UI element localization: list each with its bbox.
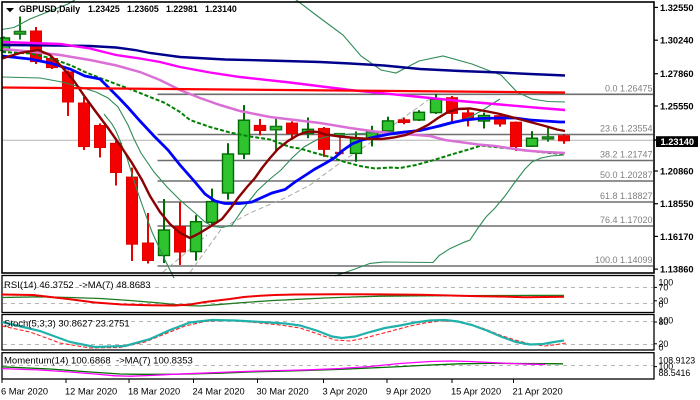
- svg-text:80: 80: [659, 317, 669, 327]
- svg-text:1.23140: 1.23140: [661, 137, 695, 147]
- svg-text:1.27860: 1.27860: [660, 69, 694, 79]
- svg-text:6 Mar 2020: 6 Mar 2020: [1, 386, 48, 396]
- svg-text:1.16170: 1.16170: [660, 232, 694, 242]
- svg-text:1.13860: 1.13860: [660, 265, 694, 275]
- svg-text:24 Mar 2020: 24 Mar 2020: [193, 386, 245, 396]
- svg-text:50.0 1.20287: 50.0 1.20287: [600, 170, 653, 180]
- svg-text:108.9123: 108.9123: [659, 356, 696, 366]
- svg-text:88.5416: 88.5416: [659, 368, 691, 378]
- svg-text:1.30240: 1.30240: [660, 36, 694, 46]
- svg-text:1.25550: 1.25550: [660, 101, 694, 111]
- svg-text:61.8 1.18827: 61.8 1.18827: [600, 191, 653, 201]
- svg-text:1.32550: 1.32550: [660, 3, 694, 13]
- svg-text:RSI(14) 46.3752 ->MA(7) 48.86: RSI(14) 46.3752 ->MA(7) 48.8683: [4, 280, 151, 291]
- svg-text:23.6 1.23554: 23.6 1.23554: [600, 124, 653, 134]
- svg-text:0: 0: [659, 343, 664, 353]
- svg-text:1.23605: 1.23605: [127, 4, 159, 14]
- svg-text:12 Mar 2020: 12 Mar 2020: [65, 386, 117, 396]
- svg-text:0.0 1.26475: 0.0 1.26475: [605, 84, 653, 94]
- svg-text:9 Apr 2020: 9 Apr 2020: [386, 386, 431, 396]
- svg-text:70: 70: [659, 283, 669, 293]
- svg-text:1.23425: 1.23425: [88, 4, 120, 14]
- svg-text:Momentum(14) 100.6868 ->MA(7): Momentum(14) 100.6868 ->MA(7) 100.8353: [4, 356, 193, 367]
- svg-text:100: 100: [659, 315, 674, 325]
- svg-text:Stoch(5,3,3) 30.8627 23.2751: Stoch(5,3,3) 30.8627 23.2751: [4, 319, 130, 330]
- svg-text:0: 0: [659, 300, 664, 310]
- svg-text:38.2 1.21747: 38.2 1.21747: [600, 150, 653, 160]
- svg-text:1.23140: 1.23140: [205, 4, 237, 14]
- svg-text:21 Apr 2020: 21 Apr 2020: [513, 386, 563, 396]
- svg-text:15 Apr 2020: 15 Apr 2020: [451, 386, 501, 396]
- svg-text:1.22981: 1.22981: [166, 4, 198, 14]
- svg-text:100.0 1.14099: 100.0 1.14099: [595, 255, 653, 265]
- svg-text:3 Apr 2020: 3 Apr 2020: [323, 386, 368, 396]
- svg-text:30 Mar 2020: 30 Mar 2020: [257, 386, 309, 396]
- svg-text:20: 20: [659, 339, 669, 349]
- svg-text:1.20860: 1.20860: [660, 166, 694, 176]
- svg-text:100: 100: [659, 278, 674, 288]
- svg-text:18 Mar 2020: 18 Mar 2020: [128, 386, 180, 396]
- svg-text:30: 30: [659, 296, 669, 306]
- svg-text:76.4 1.17020: 76.4 1.17020: [600, 215, 653, 225]
- svg-text:100: 100: [659, 362, 674, 372]
- svg-text:1.18550: 1.18550: [660, 199, 694, 209]
- svg-text:GBPUSD,Daily: GBPUSD,Daily: [19, 4, 80, 14]
